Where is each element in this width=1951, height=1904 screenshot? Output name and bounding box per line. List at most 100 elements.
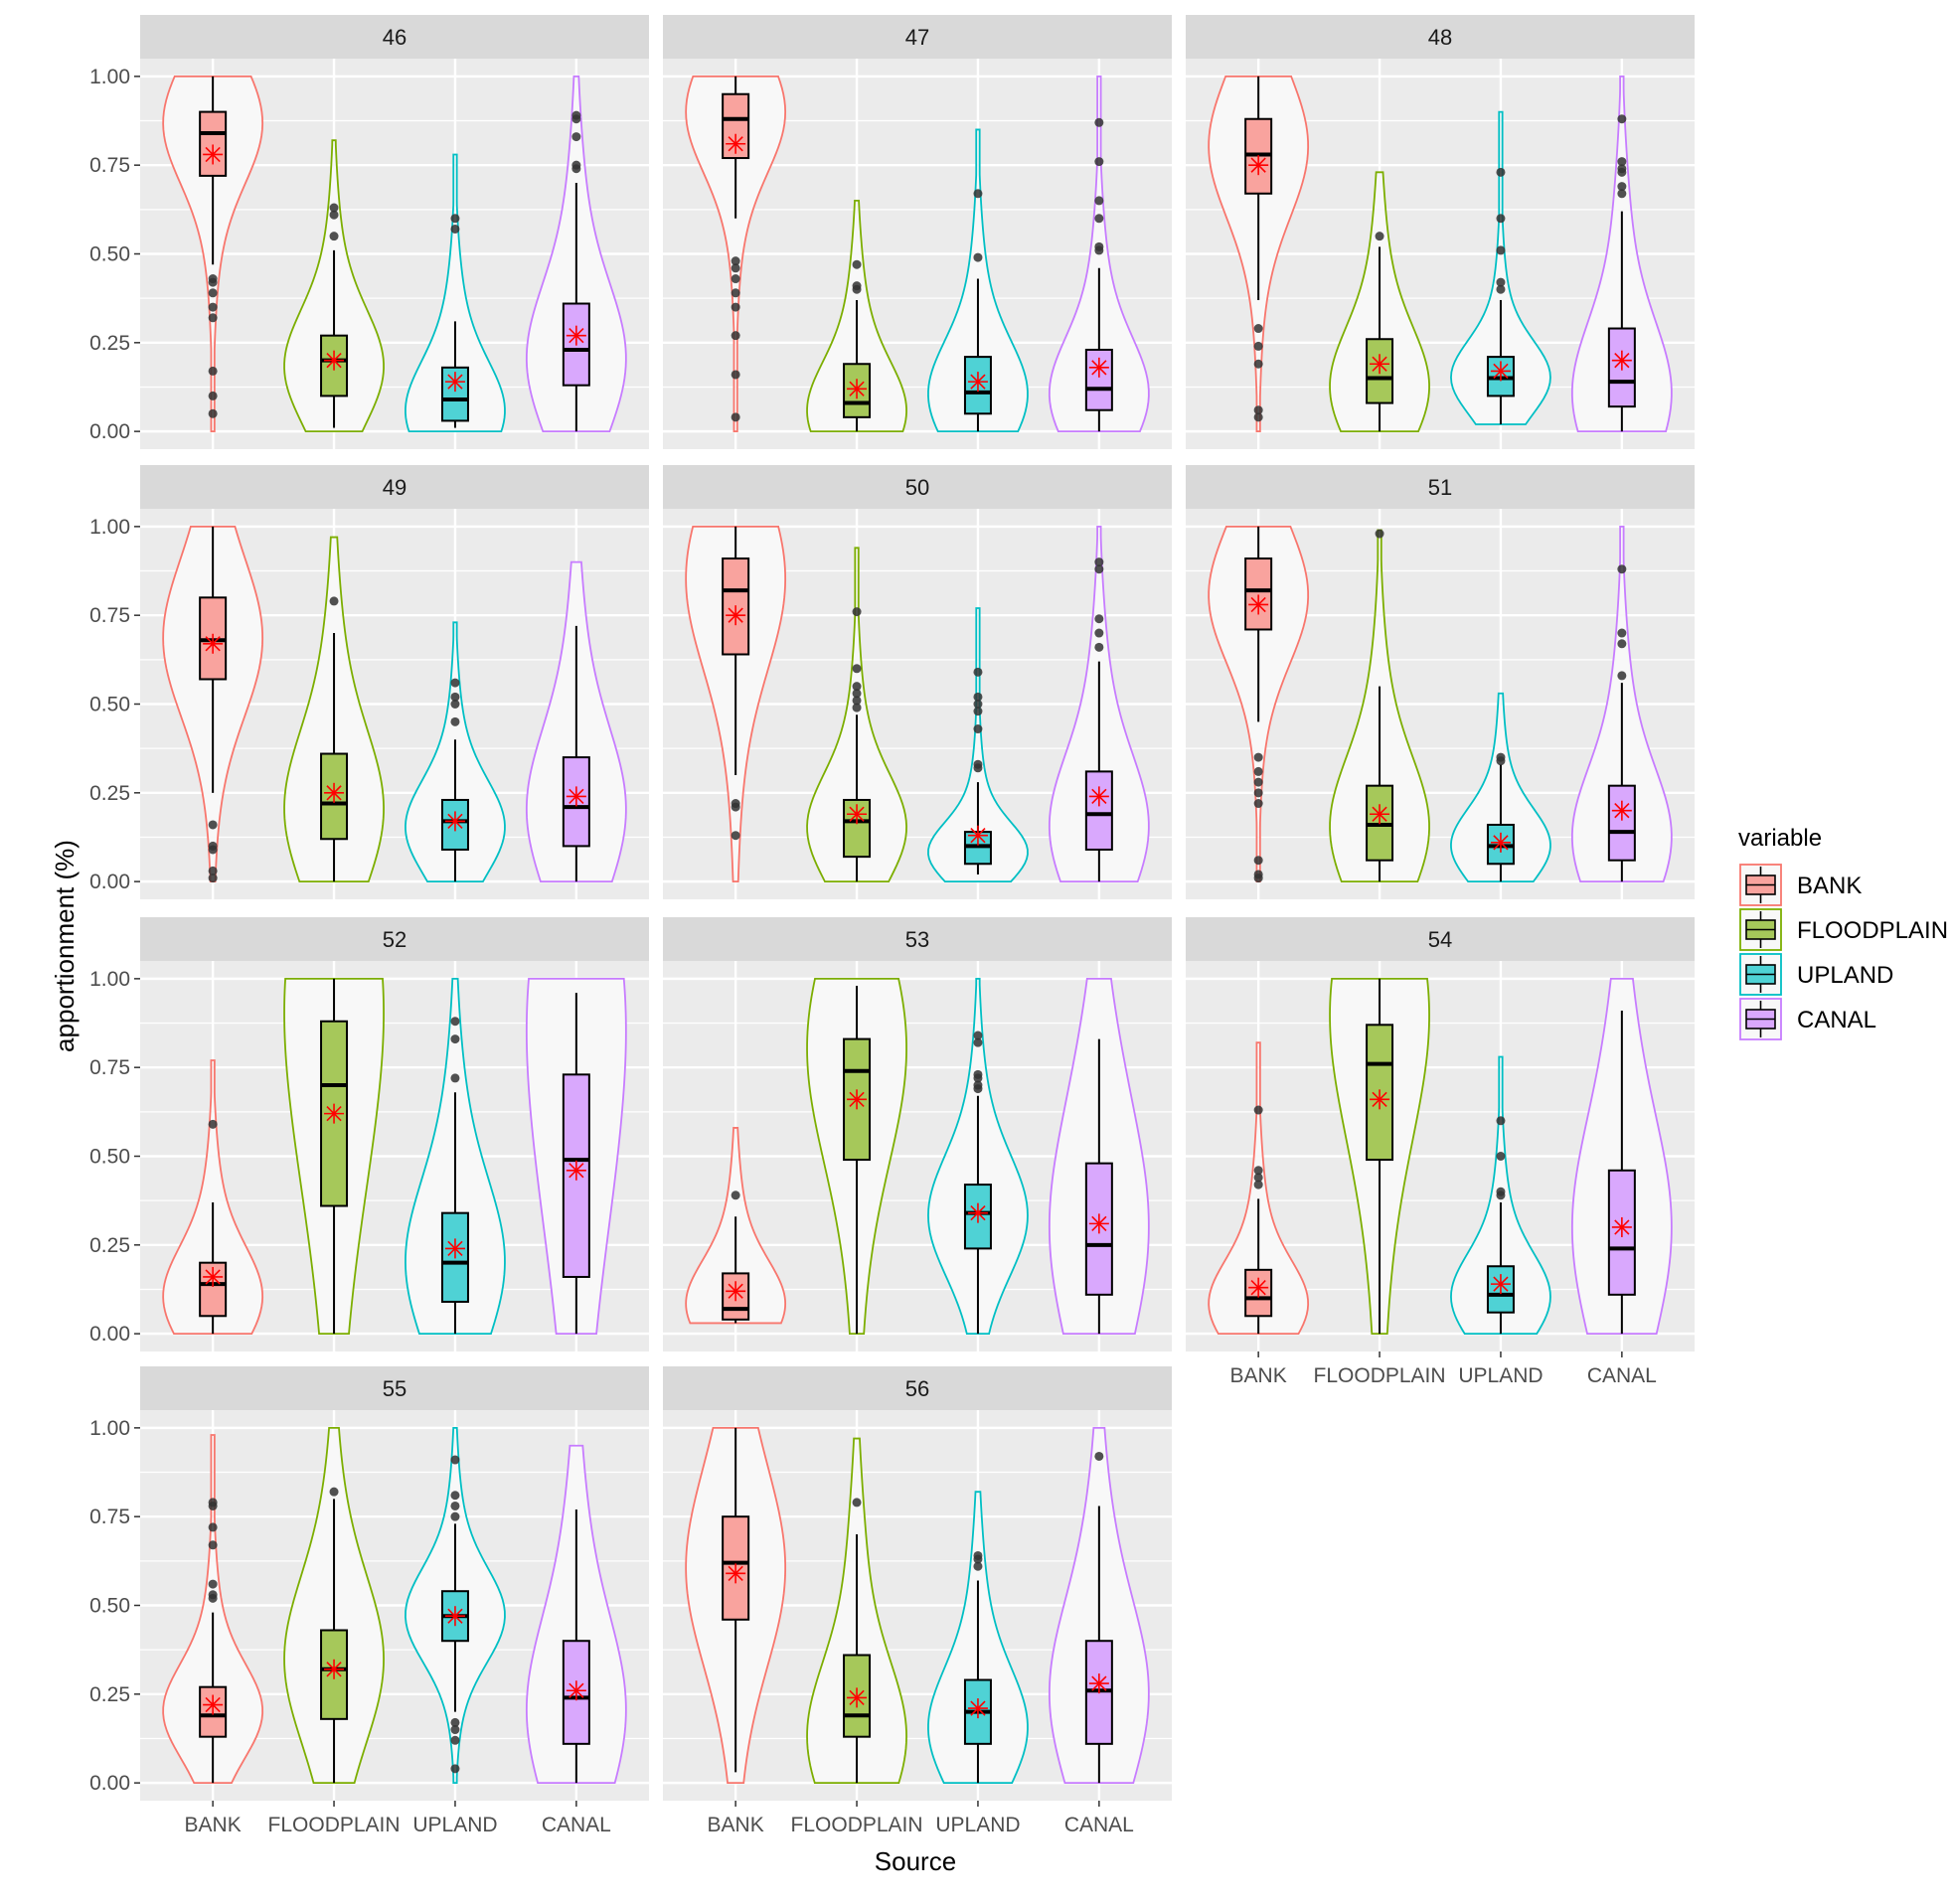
mean-marker <box>1088 1673 1109 1694</box>
outlier-point <box>973 724 983 734</box>
violin <box>927 607 1029 883</box>
group-upland <box>927 607 1029 883</box>
facet-53: 53 <box>663 917 1172 1351</box>
y-tick-label: 0.50 <box>89 1146 130 1169</box>
group-canal <box>1570 75 1673 433</box>
y-tick-label: 0.00 <box>89 1323 130 1346</box>
outlier-point <box>1617 182 1627 192</box>
mean-marker <box>967 1698 988 1719</box>
mean-marker <box>1370 1089 1390 1110</box>
violin <box>405 153 506 433</box>
mean-marker <box>967 372 988 393</box>
y-tick-label: 1.00 <box>89 968 130 991</box>
group-upland <box>405 621 506 883</box>
outlier-point <box>1496 1116 1506 1126</box>
y-tick-label: 1.00 <box>89 1417 130 1440</box>
mean-marker <box>967 1202 988 1223</box>
x-tick-label: CANAL <box>542 1814 611 1836</box>
outlier-point <box>973 1550 983 1560</box>
outlier-point <box>208 1522 218 1532</box>
mean-marker <box>726 605 746 626</box>
outlier-point <box>208 1498 218 1507</box>
mean-marker <box>1611 800 1632 821</box>
group-bank <box>1208 1041 1310 1336</box>
y-tick-label: 1.00 <box>89 66 130 88</box>
outlier-point <box>1496 167 1506 177</box>
outlier-point <box>450 214 460 224</box>
facet-strip <box>140 465 649 509</box>
facet-strip-label: 55 <box>383 1376 406 1401</box>
y-tick-label: 0.25 <box>89 1683 130 1706</box>
outlier-point <box>1375 529 1384 539</box>
mean-marker <box>1088 1213 1109 1234</box>
group-canal <box>1048 977 1150 1336</box>
outlier-point <box>973 189 983 199</box>
outlier-point <box>329 1487 339 1497</box>
mean-marker <box>1611 350 1632 371</box>
outlier-point <box>1094 241 1104 251</box>
outlier-point <box>852 696 862 706</box>
facet-strip-label: 50 <box>905 475 929 500</box>
outlier-point <box>1617 164 1627 174</box>
mean-marker <box>1248 594 1269 615</box>
mean-marker <box>726 133 746 154</box>
outlier-point <box>731 263 740 273</box>
mean-marker <box>444 811 465 832</box>
outlier-point <box>1094 196 1104 206</box>
mean-marker <box>566 1680 586 1701</box>
facet-strip-label: 46 <box>383 25 406 50</box>
outlier-point <box>208 302 218 312</box>
violin <box>162 1434 264 1785</box>
outlier-point <box>1253 1180 1263 1190</box>
facet-strip <box>1186 15 1695 59</box>
facet-51: 51 <box>1186 465 1695 899</box>
outlier-point <box>208 366 218 376</box>
y-tick-label: 0.50 <box>89 694 130 716</box>
facet-strip <box>1186 465 1695 509</box>
y-tick-label: 0.50 <box>89 1595 130 1618</box>
outlier-point <box>852 607 862 617</box>
box <box>963 356 992 415</box>
facet-47: 47 <box>663 15 1172 449</box>
mean-marker <box>847 1687 868 1708</box>
mean-marker <box>1248 1277 1269 1298</box>
outlier-point <box>1094 117 1104 127</box>
facet-strip <box>663 465 1172 509</box>
outlier-point <box>973 700 983 709</box>
facet-strip-label: 48 <box>1428 25 1452 50</box>
outlier-point <box>1496 1187 1506 1196</box>
outlier-point <box>1253 1166 1263 1176</box>
box <box>1084 348 1113 411</box>
group-upland <box>405 977 506 1336</box>
group-floodplain <box>283 536 385 883</box>
outlier-point <box>450 1491 460 1501</box>
group-floodplain <box>806 200 907 433</box>
outlier-point <box>208 313 218 323</box>
group-bank <box>685 75 787 433</box>
facet-strip <box>140 1366 649 1410</box>
mean-marker <box>566 1160 586 1181</box>
mean-marker <box>203 633 224 654</box>
x-tick-label: UPLAND <box>412 1814 497 1836</box>
outlier-point <box>731 331 740 341</box>
group-bank <box>685 1426 787 1785</box>
group-bank <box>685 525 787 883</box>
group-upland <box>927 1491 1029 1785</box>
outlier-point <box>571 132 581 142</box>
outlier-point <box>731 288 740 298</box>
outlier-point <box>450 716 460 726</box>
y-tick-label: 0.75 <box>89 1506 130 1528</box>
outlier-point <box>1375 232 1384 241</box>
outlier-point <box>1094 564 1104 574</box>
mean-marker <box>726 1563 746 1584</box>
outlier-point <box>450 1717 460 1727</box>
violin <box>162 1059 264 1336</box>
outlier-point <box>973 1561 983 1571</box>
mean-marker <box>324 350 345 371</box>
outlier-point <box>1617 157 1627 167</box>
legend-key-floodplain <box>1739 908 1782 951</box>
y-tick-label: 0.00 <box>89 420 130 443</box>
facet-strip <box>663 917 1172 961</box>
facet-strip <box>140 917 649 961</box>
outlier-point <box>973 692 983 702</box>
